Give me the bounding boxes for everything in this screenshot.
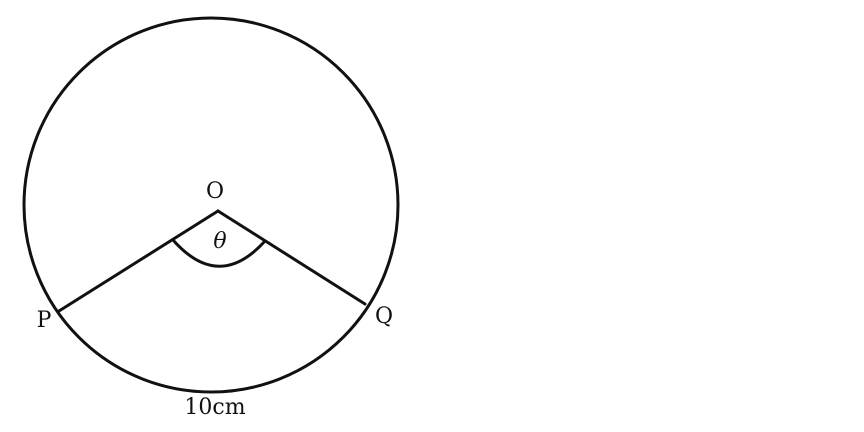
radius-op — [57, 209, 220, 313]
point-q-label: Q — [375, 304, 393, 329]
circle-outline — [22, 16, 400, 394]
point-p-label: P — [37, 308, 52, 333]
angle-arc-marker — [171, 238, 267, 268]
radius-oq — [216, 209, 367, 306]
angle-label: θ — [213, 229, 226, 254]
arc-length-label: 10cm — [184, 395, 245, 420]
center-label: O — [206, 179, 224, 204]
